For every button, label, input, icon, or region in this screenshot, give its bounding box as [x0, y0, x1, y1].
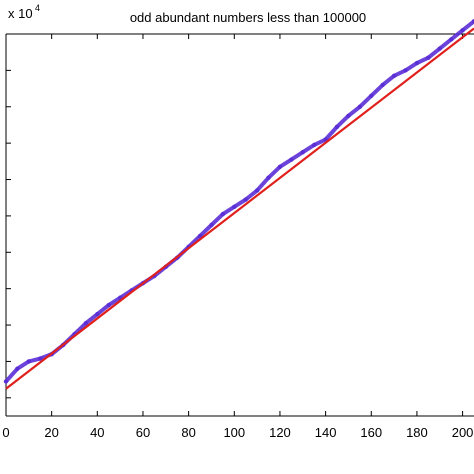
data-point — [426, 55, 431, 60]
data-point — [334, 124, 340, 129]
x-tick-label: 40 — [90, 425, 104, 440]
data-point — [26, 359, 32, 364]
data-point — [254, 188, 260, 193]
data-point — [380, 82, 385, 88]
x-tick-label: 0 — [2, 425, 9, 440]
data-point — [106, 302, 111, 308]
data-point — [437, 46, 442, 51]
data-point — [220, 211, 226, 217]
series-fit-line — [5, 27, 474, 390]
x-tick-label: 180 — [406, 425, 428, 440]
x-tick-label: 100 — [223, 425, 245, 440]
data-point — [232, 204, 237, 210]
y-exponent-power: 4 — [35, 3, 40, 13]
data-point — [197, 233, 203, 239]
y-exponent-label: x 10 — [8, 6, 33, 21]
x-tick-label: 60 — [136, 425, 150, 440]
data-point — [369, 93, 374, 99]
x-tick-label: 80 — [181, 425, 195, 440]
data-point — [391, 73, 397, 79]
data-point — [95, 311, 100, 317]
chart-title: odd abundant numbers less than 100000 — [130, 10, 366, 25]
data-point — [289, 157, 294, 162]
data-point — [471, 19, 474, 24]
x-tick-label: 160 — [360, 425, 382, 440]
data-point — [403, 68, 408, 73]
data-point — [243, 197, 248, 202]
data-point — [357, 104, 363, 109]
data-point — [460, 28, 465, 33]
x-tick-label: 20 — [44, 425, 58, 440]
data-point — [414, 60, 420, 66]
data-point — [3, 379, 9, 384]
series-data-line — [4, 19, 474, 384]
data-point — [300, 150, 305, 155]
data-point — [311, 142, 317, 148]
series-group — [3, 19, 474, 390]
data-point — [448, 37, 454, 42]
data-point — [209, 222, 214, 228]
data-point — [346, 113, 351, 119]
axes: 0 20 40 60 80 100 120 140 160 180 200 — [2, 33, 474, 440]
data-point — [38, 356, 43, 361]
data-point — [277, 164, 283, 169]
data-point — [83, 321, 89, 326]
x-tick-label: 200 — [452, 425, 474, 440]
x-tick-label: 120 — [269, 425, 291, 440]
data-point — [15, 366, 20, 371]
x-tick-label: 140 — [315, 425, 337, 440]
data-point — [266, 175, 271, 180]
